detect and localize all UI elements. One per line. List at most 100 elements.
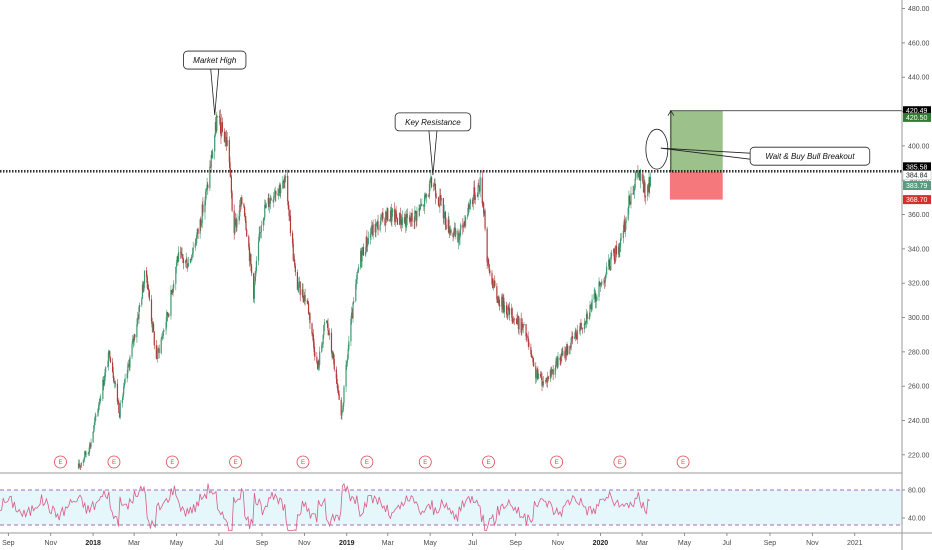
candle-body [416, 210, 418, 221]
price-tag-bg [903, 162, 931, 172]
candle-body [413, 221, 415, 222]
candle-body [477, 185, 479, 197]
candle-body [235, 219, 237, 228]
candle-body [160, 338, 162, 354]
candle-body [511, 308, 513, 322]
time-tick-label: 2019 [339, 540, 355, 547]
candle-body [634, 178, 636, 189]
candle-body [250, 254, 252, 266]
candle-body [589, 305, 591, 317]
annotation-1[interactable]: Key Resistance [394, 112, 472, 176]
candle-body [551, 371, 553, 375]
candle-body [415, 212, 417, 221]
candle-body [280, 188, 282, 194]
candle-body [464, 216, 467, 227]
candle-body [236, 219, 238, 228]
candle-body [526, 336, 529, 338]
candle-body [484, 210, 486, 229]
candle-body [243, 204, 245, 207]
candle-body [275, 191, 277, 195]
time-tick-label: Mar [382, 540, 395, 547]
candle-body [505, 305, 508, 315]
stop-zone [669, 171, 723, 200]
candle-body [341, 412, 343, 416]
price-tick-label: 400.00 [908, 143, 930, 150]
candle-body [234, 219, 237, 221]
earnings-marker[interactable]: E [550, 455, 564, 469]
candle-body [503, 305, 506, 313]
candle-body [303, 297, 305, 302]
candle-body [119, 402, 121, 418]
candle-body [272, 200, 274, 201]
earnings-marker[interactable]: E [360, 455, 374, 469]
earnings-marker[interactable]: E [54, 455, 67, 469]
candle-body [635, 172, 637, 179]
earnings-marker[interactable]: E [676, 455, 690, 469]
candle-body [301, 289, 303, 295]
candle-body [216, 116, 218, 131]
candle-body [535, 366, 537, 379]
price-tag: 420.49 [903, 106, 931, 116]
candle-body [128, 364, 130, 368]
candle-body [224, 139, 226, 143]
candle-body [200, 219, 202, 226]
candle-body [239, 204, 241, 217]
earnings-marker[interactable]: E [613, 455, 627, 469]
candle-body [309, 313, 311, 324]
candle-body [117, 401, 119, 403]
time-tick-label: May [424, 540, 438, 547]
candle-body [445, 224, 447, 229]
earnings-marker[interactable]: E [165, 455, 179, 469]
candle-body [102, 380, 105, 386]
earnings-marker[interactable]: E [107, 455, 121, 469]
candle-body [88, 451, 90, 453]
candle-body [581, 328, 583, 329]
candle-body [648, 177, 650, 192]
candle-body [575, 330, 577, 338]
time-tick-label: Jul [214, 540, 223, 547]
candle-body [299, 281, 301, 295]
candle-body [206, 184, 208, 189]
candle-body [264, 204, 266, 218]
annotations[interactable]: Market High Key Resistance Wait & Buy Bull… [183, 50, 871, 176]
candle-body [262, 219, 264, 226]
candle-body [321, 344, 324, 345]
earnings-marker[interactable]: E [418, 455, 432, 469]
candle-body [153, 331, 155, 346]
candle-body [361, 252, 363, 262]
candle-body [637, 172, 639, 178]
candle-body [118, 412, 121, 418]
rsi-tick-label: 80.00 [908, 488, 926, 495]
candle-body [123, 382, 125, 387]
candle-body [400, 219, 402, 225]
earnings-marker[interactable]: E [229, 455, 242, 469]
candle-body [288, 209, 290, 217]
candle-body [389, 210, 392, 220]
candle-body [268, 197, 270, 207]
price-tag-label: 384.84 [906, 173, 928, 180]
candle-body [346, 361, 348, 365]
rsi-band-fill [0, 490, 902, 525]
candle-body [302, 289, 304, 298]
price-axis[interactable]: 220.00 240.00 260.00 280.00 300.00 320.00 340.… [901, 0, 932, 550]
annotation-0[interactable]: Market High [183, 50, 247, 116]
candle-body [463, 221, 465, 225]
candle-body [630, 193, 632, 204]
candle-body [590, 304, 592, 306]
candle-body [240, 197, 242, 207]
candle-body [640, 173, 642, 181]
earnings-marker[interactable]: E [482, 455, 495, 469]
price-tag: 420.50 [903, 112, 931, 122]
annotation-2[interactable]: Wait & Buy Bull Breakout [645, 128, 871, 170]
candle-body [578, 329, 581, 331]
candle-body [624, 222, 627, 233]
candle-body [447, 219, 449, 229]
candle-body [449, 230, 451, 234]
candle-body [535, 375, 538, 379]
candle-body [111, 362, 114, 373]
candle-body [620, 238, 622, 239]
time-axis[interactable]: Sep Nov 2018 Mar May Jul Sep Nov 2019 Mar May Jul Se… [0, 532, 932, 547]
earnings-marker[interactable]: E [296, 455, 310, 469]
